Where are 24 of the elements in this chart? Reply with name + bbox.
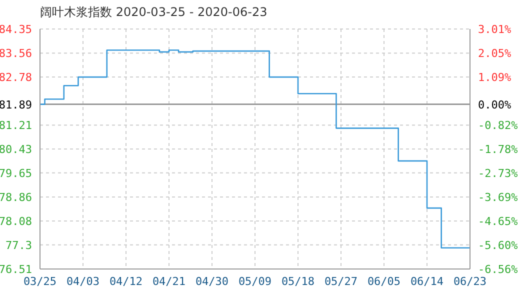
x-tick-label: 03/25 <box>23 274 57 288</box>
y2-tick-label: 2.05% <box>478 47 512 60</box>
x-tick-label: 05/09 <box>238 274 272 288</box>
x-tick-label: 05/18 <box>281 274 315 288</box>
x-tick-label: 04/12 <box>109 274 143 288</box>
y2-tick-label: -6.56% <box>478 263 518 276</box>
y2-tick-label: -3.69% <box>478 191 518 204</box>
x-tick-label: 05/27 <box>324 274 358 288</box>
y2-tick-label: -2.73% <box>478 166 518 180</box>
x-tick-label: 04/21 <box>152 274 186 288</box>
y-tick-label: 77.3 <box>6 238 32 252</box>
x-tick-label: 06/23 <box>453 274 487 288</box>
x-tick-label: 04/30 <box>195 274 229 288</box>
x-tick-label: 06/05 <box>367 274 401 288</box>
y2-tick-label: -1.78% <box>478 143 518 156</box>
y2-tick-label: -0.82% <box>478 119 518 132</box>
x-tick-label: 04/03 <box>66 274 100 288</box>
chart-title: 阔叶木浆指数 2020-03-25 - 2020-06-23 <box>40 4 268 21</box>
y2-tick-label: -4.65% <box>478 215 518 228</box>
y2-tick-label: 1.09% <box>478 71 512 84</box>
y2-tick-label: 3.01% <box>478 23 512 36</box>
y2-tick-label: -5.60% <box>478 238 518 252</box>
y2-tick-label: 0.00% <box>478 98 512 112</box>
x-tick-label: 06/14 <box>410 274 444 288</box>
